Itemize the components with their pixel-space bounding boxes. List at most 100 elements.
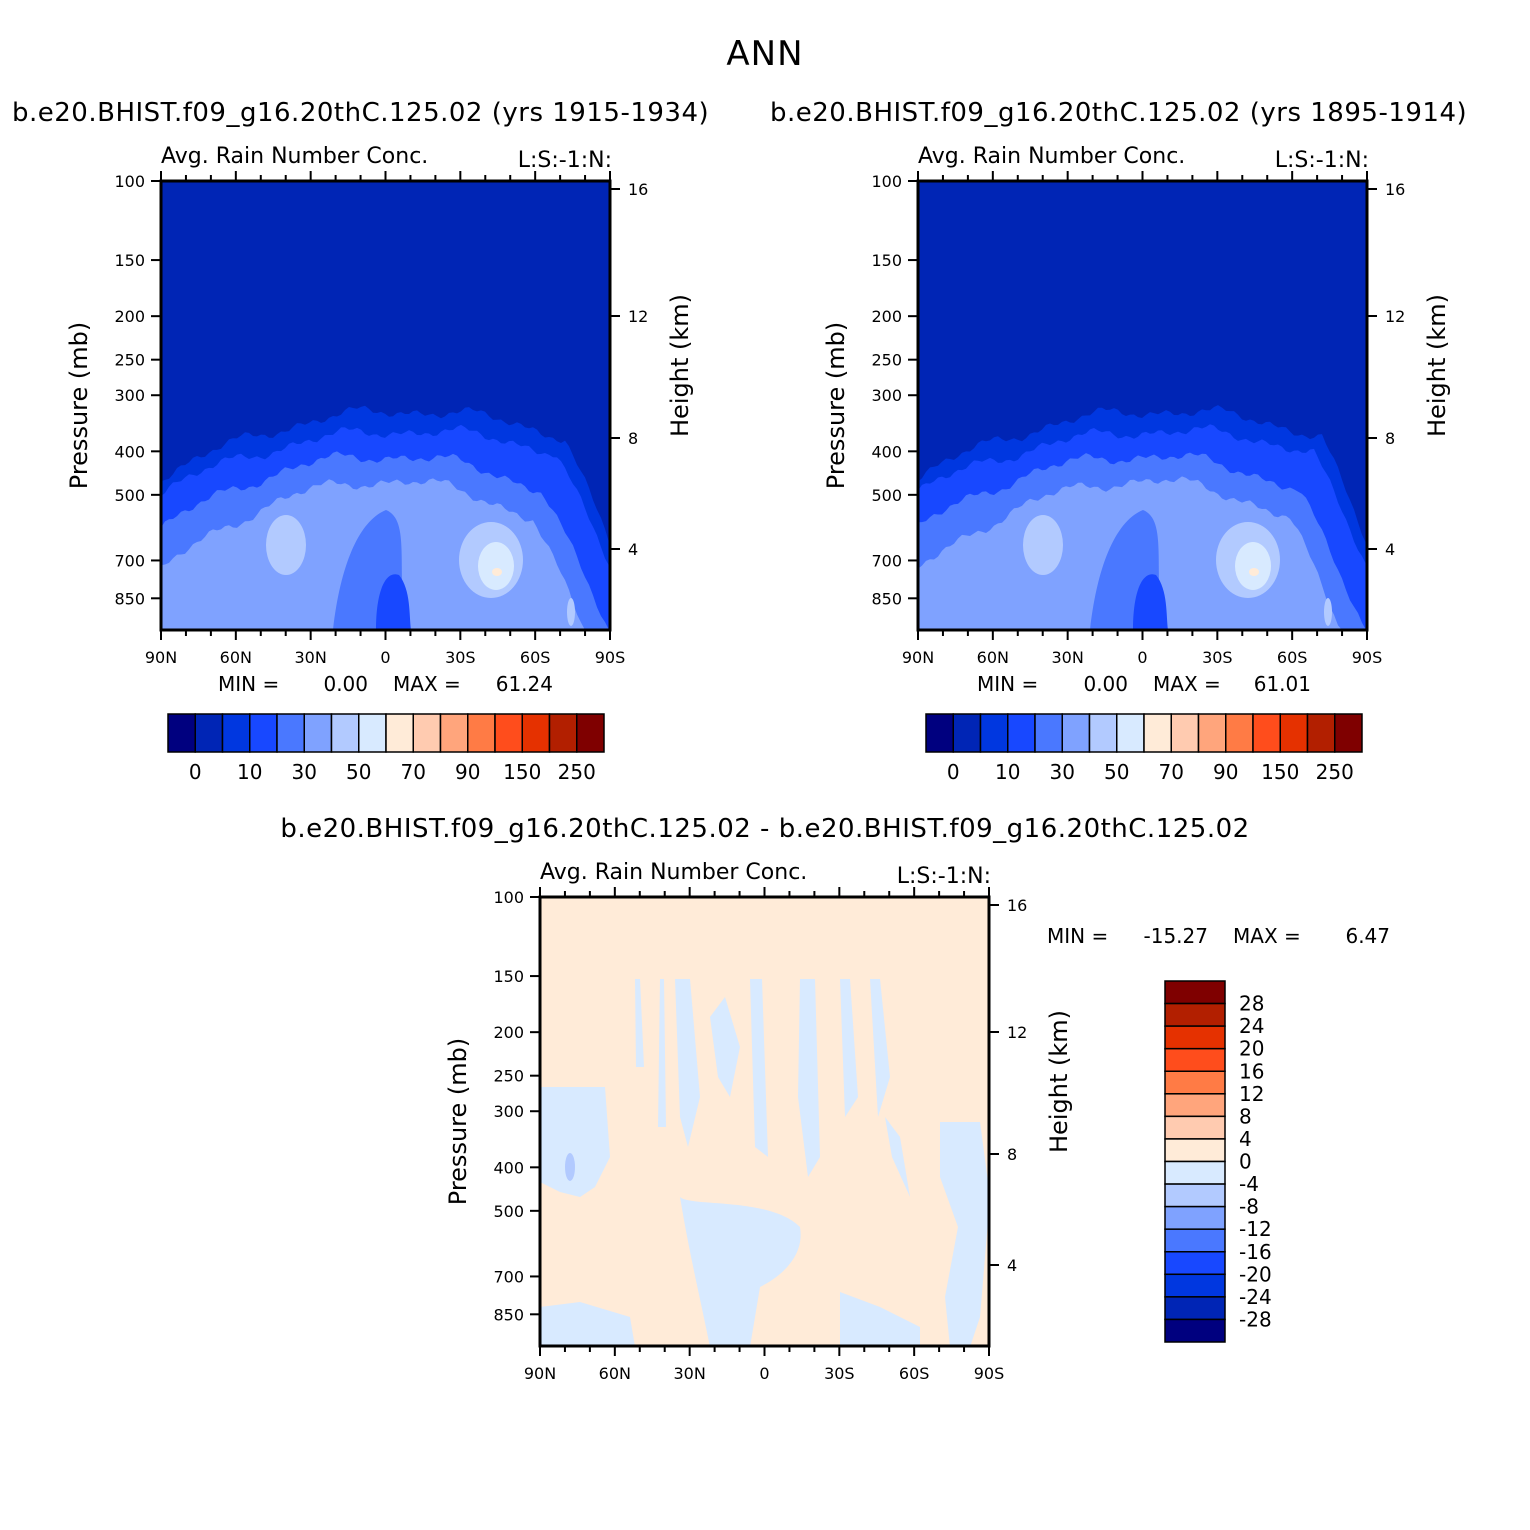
panel2-code: L:S:-1:N: (1275, 148, 1369, 173)
diff-x-tick-label: 30S (824, 1364, 855, 1383)
diff-max-value: 6.47 (1345, 924, 1390, 948)
panel1-max-label: MAX = (393, 672, 461, 696)
panel2-y2-tick-label: 8 (1385, 429, 1395, 448)
panel2-case-title: b.e20.BHIST.f09_g16.20thC.125.02 (yrs 18… (770, 98, 1468, 128)
panel1-y2label: Height (km) (666, 294, 694, 437)
diff-x-tick-label: 0 (759, 1364, 769, 1383)
diff-negative-region-11 (680, 1197, 801, 1347)
diff-y-tick-label: 400 (493, 1158, 524, 1177)
diff-colorbar-box (1164, 1070, 1226, 1095)
diff-y-tick-label: 100 (493, 888, 524, 907)
diff-negative-region-6 (798, 979, 820, 1177)
panel1-ylabel: Pressure (mb) (65, 322, 93, 489)
diff-colorbar-label: 8 (1239, 1104, 1252, 1128)
panel1-colorbar-label: 250 (558, 760, 596, 784)
panel2-tropical-core (1133, 574, 1168, 630)
panel1-tropical-core (376, 574, 411, 630)
diff-y-tick-label: 700 (493, 1267, 524, 1286)
diff-colorbar-label: -20 (1239, 1262, 1272, 1286)
panel1-colorbar-label: 30 (292, 760, 317, 784)
panel1-colorbar-box (330, 713, 360, 753)
panel1-colorbar-box (221, 713, 251, 753)
panel1-colorbar-label: 10 (237, 760, 262, 784)
panel1-y-tick-label: 300 (114, 386, 145, 405)
panel1-y2-tick-label: 12 (628, 307, 648, 326)
diff-colorbar-box (1164, 1115, 1226, 1140)
panel1-y-tick-label: 200 (114, 307, 145, 326)
panel2-y-tick-label: 850 (871, 589, 902, 608)
panel1-colorbar-box (412, 713, 442, 753)
panel2-colorbar-box (1116, 713, 1145, 753)
diff-colorbar-label: -8 (1239, 1195, 1259, 1219)
diff-y2-tick-label: 12 (1007, 1023, 1027, 1042)
diff-x-tick-label: 60N (599, 1364, 631, 1383)
panel2-colorbar-box (1143, 713, 1172, 753)
diff-colorbar-label: -12 (1239, 1217, 1272, 1241)
panel2-x-tick-label: 30S (1202, 648, 1233, 667)
panel2-ylabel: Pressure (mb) (822, 322, 850, 489)
diff-case-title: b.e20.BHIST.f09_g16.20thC.125.02 - b.e20… (280, 814, 1250, 844)
panel2-colorbar-box (1252, 713, 1281, 753)
diff-negative-region-1 (635, 979, 644, 1067)
panel2-x-tick-label: 60S (1277, 648, 1308, 667)
diff-colorbar-box (1164, 1251, 1226, 1276)
panel2-sh-blob-max (1249, 568, 1259, 576)
panel2-y2-tick-label: 16 (1385, 180, 1405, 199)
diff-y-tick-label: 850 (493, 1305, 524, 1324)
panel1-y2-tick-label: 16 (628, 180, 648, 199)
panel2-y-tick-label: 300 (871, 386, 902, 405)
diff-colorbar-box (1164, 1025, 1226, 1050)
diff-colorbar-label: 0 (1239, 1150, 1252, 1174)
panel1-y-tick-label: 850 (114, 589, 145, 608)
panel1-edge-blob (567, 598, 575, 626)
panel2-max-label: MAX = (1153, 672, 1221, 696)
panel1-colorbar-box (167, 713, 196, 753)
diff-y-tick-label: 200 (493, 1023, 524, 1042)
diff-negative-core (565, 1153, 575, 1181)
diff-max-label: MAX = (1233, 924, 1301, 948)
panel1-colorbar-box (548, 713, 578, 753)
panel1-y2-tick-label: 8 (628, 429, 638, 448)
panel2-y-tick-label: 700 (871, 551, 902, 570)
panel1-y-tick-label: 150 (114, 251, 145, 270)
diff-code: L:S:-1:N: (897, 864, 991, 889)
panel2-colorbar-label: 250 (1316, 760, 1354, 784)
diff-x-tick-label: 90S (974, 1364, 1005, 1383)
panel2-colorbar-label: 150 (1261, 760, 1299, 784)
panel1-colorbar-box (494, 713, 523, 753)
diff-min-value: -15.27 (1144, 924, 1208, 948)
panel1-colorbar-box (358, 713, 387, 753)
diff-colorbar-box (1164, 1093, 1226, 1118)
panel2-min-label: MIN = (977, 672, 1038, 696)
diff-colorbar-box (1164, 1318, 1226, 1343)
panel2-colorbar-box (1225, 713, 1254, 753)
panel2-nh-blob (1023, 515, 1063, 575)
panel2-colorbar-box (1279, 713, 1309, 753)
panel1-x-tick-label: 0 (380, 648, 390, 667)
diff-y2-tick-label: 16 (1007, 896, 1027, 915)
panel2-colorbar-box (1170, 713, 1200, 753)
diff-y2-tick-label: 8 (1007, 1145, 1017, 1164)
panel2-colorbar-label: 90 (1213, 760, 1238, 784)
panel1-colorbar-box (385, 713, 414, 753)
diff-colorbar-box (1164, 980, 1226, 1005)
diff-colorbar-label: 20 (1239, 1037, 1264, 1061)
panel1-colorbar-label: 70 (401, 760, 426, 784)
diff-negative-region-14 (940, 1122, 990, 1347)
diff-x-tick-label: 90N (524, 1364, 556, 1383)
panel1-colorbar-box (303, 713, 333, 753)
diff-negative-region-10 (540, 1087, 610, 1197)
diff-negative-region-4 (710, 997, 740, 1097)
diff-colorbar-label: -24 (1239, 1285, 1272, 1309)
diff-subtitle: Avg. Rain Number Conc. (540, 860, 807, 885)
panel1-x-tick-label: 60N (220, 648, 252, 667)
diff-y-tick-label: 150 (493, 967, 524, 986)
diff-y2-tick-label: 4 (1007, 1256, 1017, 1275)
panel2-x-tick-label: 60N (977, 648, 1009, 667)
panel2-colorbar-label: 0 (947, 760, 960, 784)
panel1-colorbar-box (439, 713, 469, 753)
panel1-y-tick-label: 100 (114, 172, 145, 191)
diff-colorbar-box (1164, 1205, 1226, 1230)
panel2-colorbar-box (1197, 713, 1227, 753)
